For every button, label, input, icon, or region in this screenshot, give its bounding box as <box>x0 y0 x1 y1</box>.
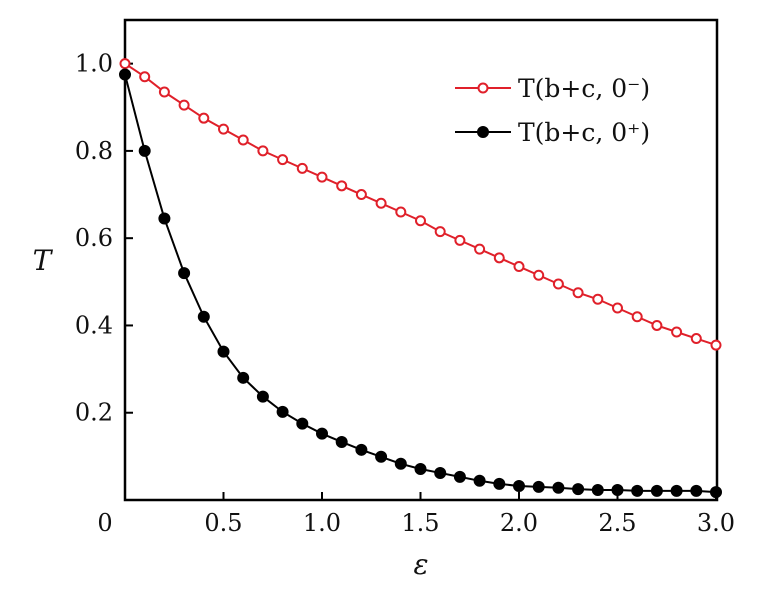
y-axis-label: T <box>33 244 54 277</box>
data-point <box>415 215 426 227</box>
x-tick-label: 3.0 <box>697 509 735 537</box>
data-point <box>237 371 250 384</box>
data-point <box>474 243 486 255</box>
data-point <box>394 457 407 470</box>
data-point <box>375 197 387 209</box>
data-point <box>611 483 624 496</box>
data-point <box>650 484 663 497</box>
data-point <box>375 450 388 463</box>
x-tick-label: 1.0 <box>303 509 341 537</box>
data-point <box>138 144 151 157</box>
data-point <box>591 483 604 496</box>
data-point <box>513 261 525 273</box>
data-point <box>690 333 702 345</box>
data-point <box>710 486 722 499</box>
data-point <box>296 162 308 174</box>
data-point <box>690 484 703 497</box>
data-point <box>257 145 269 157</box>
data-point <box>552 278 564 290</box>
data-point <box>335 435 348 448</box>
data-point <box>198 112 210 124</box>
data-point <box>651 319 663 331</box>
data-point <box>197 310 210 323</box>
data-point <box>217 345 230 358</box>
y-tick-label: 1.0 <box>75 50 113 78</box>
data-point <box>178 99 190 111</box>
data-point <box>631 484 644 497</box>
data-point <box>533 269 545 281</box>
data-point <box>237 134 249 146</box>
series-1 <box>119 68 722 499</box>
data-point <box>158 86 170 98</box>
data-point <box>434 226 446 238</box>
data-point <box>513 480 525 493</box>
data-point <box>256 390 269 403</box>
legend-marker <box>477 82 489 94</box>
y-tick-label: 0.4 <box>75 311 113 339</box>
data-point <box>454 234 466 246</box>
data-point <box>572 483 585 496</box>
data-point <box>218 123 229 135</box>
data-point <box>276 405 289 418</box>
data-point <box>355 443 368 456</box>
data-point <box>119 58 131 70</box>
data-point <box>139 71 151 83</box>
data-point <box>552 481 565 494</box>
data-point <box>612 302 623 314</box>
x-tick-label: 2.5 <box>598 509 636 537</box>
data-point <box>493 477 506 490</box>
y-tick-label: 0.8 <box>75 137 113 165</box>
x-tick-label: 1.5 <box>401 509 439 537</box>
data-point <box>473 474 486 487</box>
data-point <box>670 484 683 497</box>
data-point <box>355 189 367 201</box>
data-point <box>336 180 348 192</box>
legend-label: T(b+c, 0⁻) <box>518 74 650 103</box>
y-tick-label: 0.2 <box>75 399 113 427</box>
legend-marker <box>477 126 489 138</box>
data-point <box>434 466 447 479</box>
data-point <box>493 252 505 264</box>
x-axis-label: ε <box>413 548 428 581</box>
legend: T(b+c, 0⁻) T(b+c, 0⁺) <box>455 74 650 147</box>
data-point <box>119 68 131 81</box>
data-point <box>316 171 328 183</box>
x-tick-label: 0 <box>97 509 112 537</box>
data-point <box>296 417 309 430</box>
data-point <box>671 326 683 338</box>
data-point <box>631 311 643 323</box>
data-point <box>710 339 722 351</box>
data-point <box>395 206 407 218</box>
data-point <box>453 470 466 483</box>
series-line <box>124 62 717 347</box>
data-point <box>414 463 427 476</box>
data-point <box>316 427 328 440</box>
series-0 <box>119 58 722 351</box>
data-point <box>158 212 171 225</box>
data-point <box>277 154 289 166</box>
data-point <box>572 287 584 299</box>
x-tick-label: 2.0 <box>500 509 538 537</box>
legend-label: T(b+c, 0⁺) <box>518 118 650 147</box>
data-point <box>178 267 191 280</box>
data-point <box>532 480 545 493</box>
x-tick-label: 0.5 <box>204 509 242 537</box>
data-point <box>592 293 604 305</box>
y-tick-label: 0.6 <box>75 224 113 252</box>
